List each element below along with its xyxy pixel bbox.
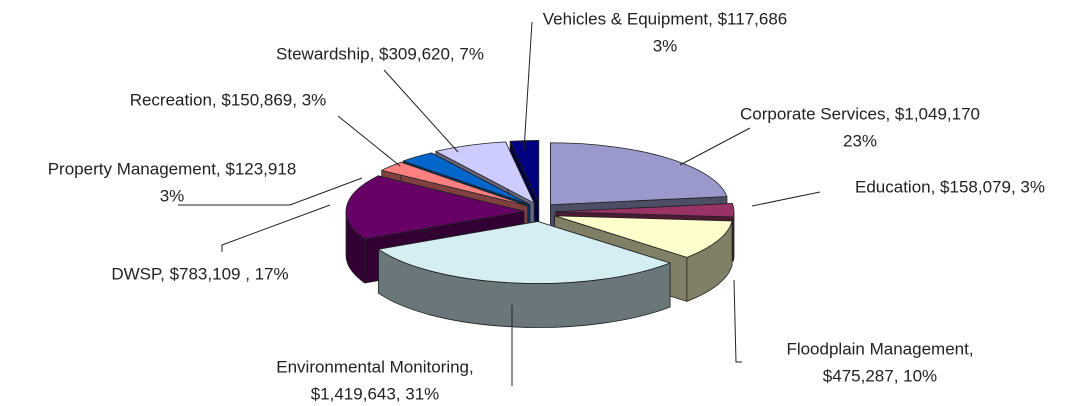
leader-line	[178, 177, 363, 206]
data-label: Environmental Monitoring,	[276, 357, 473, 376]
leader-line	[751, 191, 821, 207]
data-label: Stewardship, $309,620, 7%	[276, 44, 484, 63]
slice-top	[402, 152, 531, 205]
slice-top	[345, 175, 525, 240]
slice-side	[732, 211, 735, 262]
pie	[345, 140, 735, 328]
data-label: 3%	[653, 36, 678, 55]
data-label: Corporate Services, $1,049,170	[740, 104, 980, 123]
slice-top	[435, 141, 535, 204]
slice-top	[381, 161, 529, 207]
data-label: 23%	[843, 131, 877, 150]
leader-line	[221, 204, 331, 252]
data-label: Floodplain Management,	[786, 339, 973, 358]
leader-line	[733, 279, 742, 363]
data-label: Education, $158,079, 3%	[855, 177, 1045, 196]
slice-top	[378, 221, 671, 284]
leader-line	[337, 115, 401, 167]
slice	[378, 221, 671, 328]
data-label: DWSP, $783,109 , 17%	[111, 264, 288, 283]
leader-line	[523, 21, 533, 151]
data-label: Recreation, $150,869, 3%	[130, 90, 327, 109]
slice-top	[554, 215, 733, 258]
data-label: 3%	[160, 186, 185, 205]
slice-top	[555, 203, 735, 218]
data-label: Property Management, $123,918	[48, 159, 297, 178]
data-label: $1,419,643, 31%	[311, 384, 440, 403]
data-label: $475,287, 10%	[823, 366, 937, 385]
labels: Corporate Services, $1,049,170 23% Educati…	[48, 9, 1045, 403]
leader-line	[679, 127, 751, 166]
data-label: Vehicles & Equipment, $117,686	[543, 9, 787, 28]
leader-line	[383, 69, 459, 153]
slice-top	[550, 142, 728, 206]
